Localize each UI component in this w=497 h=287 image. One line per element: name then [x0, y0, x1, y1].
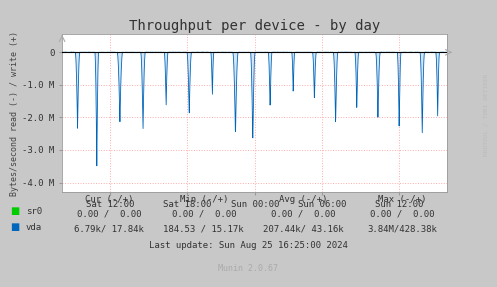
- Text: 0.00 /  0.00: 0.00 / 0.00: [171, 210, 236, 219]
- Text: Last update: Sun Aug 25 16:25:00 2024: Last update: Sun Aug 25 16:25:00 2024: [149, 241, 348, 250]
- Text: vda: vda: [26, 223, 42, 232]
- Title: Throughput per device - by day: Throughput per device - by day: [129, 19, 380, 33]
- Text: 3.84M/428.38k: 3.84M/428.38k: [368, 224, 437, 233]
- Text: Max (-/+): Max (-/+): [378, 195, 427, 204]
- Text: 0.00 /  0.00: 0.00 / 0.00: [370, 210, 435, 219]
- Text: Min (-/+): Min (-/+): [179, 195, 228, 204]
- Text: 207.44k/ 43.16k: 207.44k/ 43.16k: [263, 224, 343, 233]
- Text: ■: ■: [10, 222, 19, 232]
- Text: Munin 2.0.67: Munin 2.0.67: [219, 264, 278, 273]
- Text: ■: ■: [10, 206, 19, 216]
- Text: Cur (-/+): Cur (-/+): [85, 195, 134, 204]
- Text: 0.00 /  0.00: 0.00 / 0.00: [77, 210, 142, 219]
- Text: 0.00 /  0.00: 0.00 / 0.00: [271, 210, 335, 219]
- Text: RRDTOOL / TOBI OETIKER: RRDTOOL / TOBI OETIKER: [484, 73, 489, 156]
- Text: 6.79k/ 17.84k: 6.79k/ 17.84k: [75, 224, 144, 233]
- Text: 184.53 / 15.17k: 184.53 / 15.17k: [164, 224, 244, 233]
- Text: Avg (-/+): Avg (-/+): [279, 195, 328, 204]
- Y-axis label: Bytes/second read (-) / write (+): Bytes/second read (-) / write (+): [10, 31, 19, 196]
- Text: sr0: sr0: [26, 207, 42, 216]
